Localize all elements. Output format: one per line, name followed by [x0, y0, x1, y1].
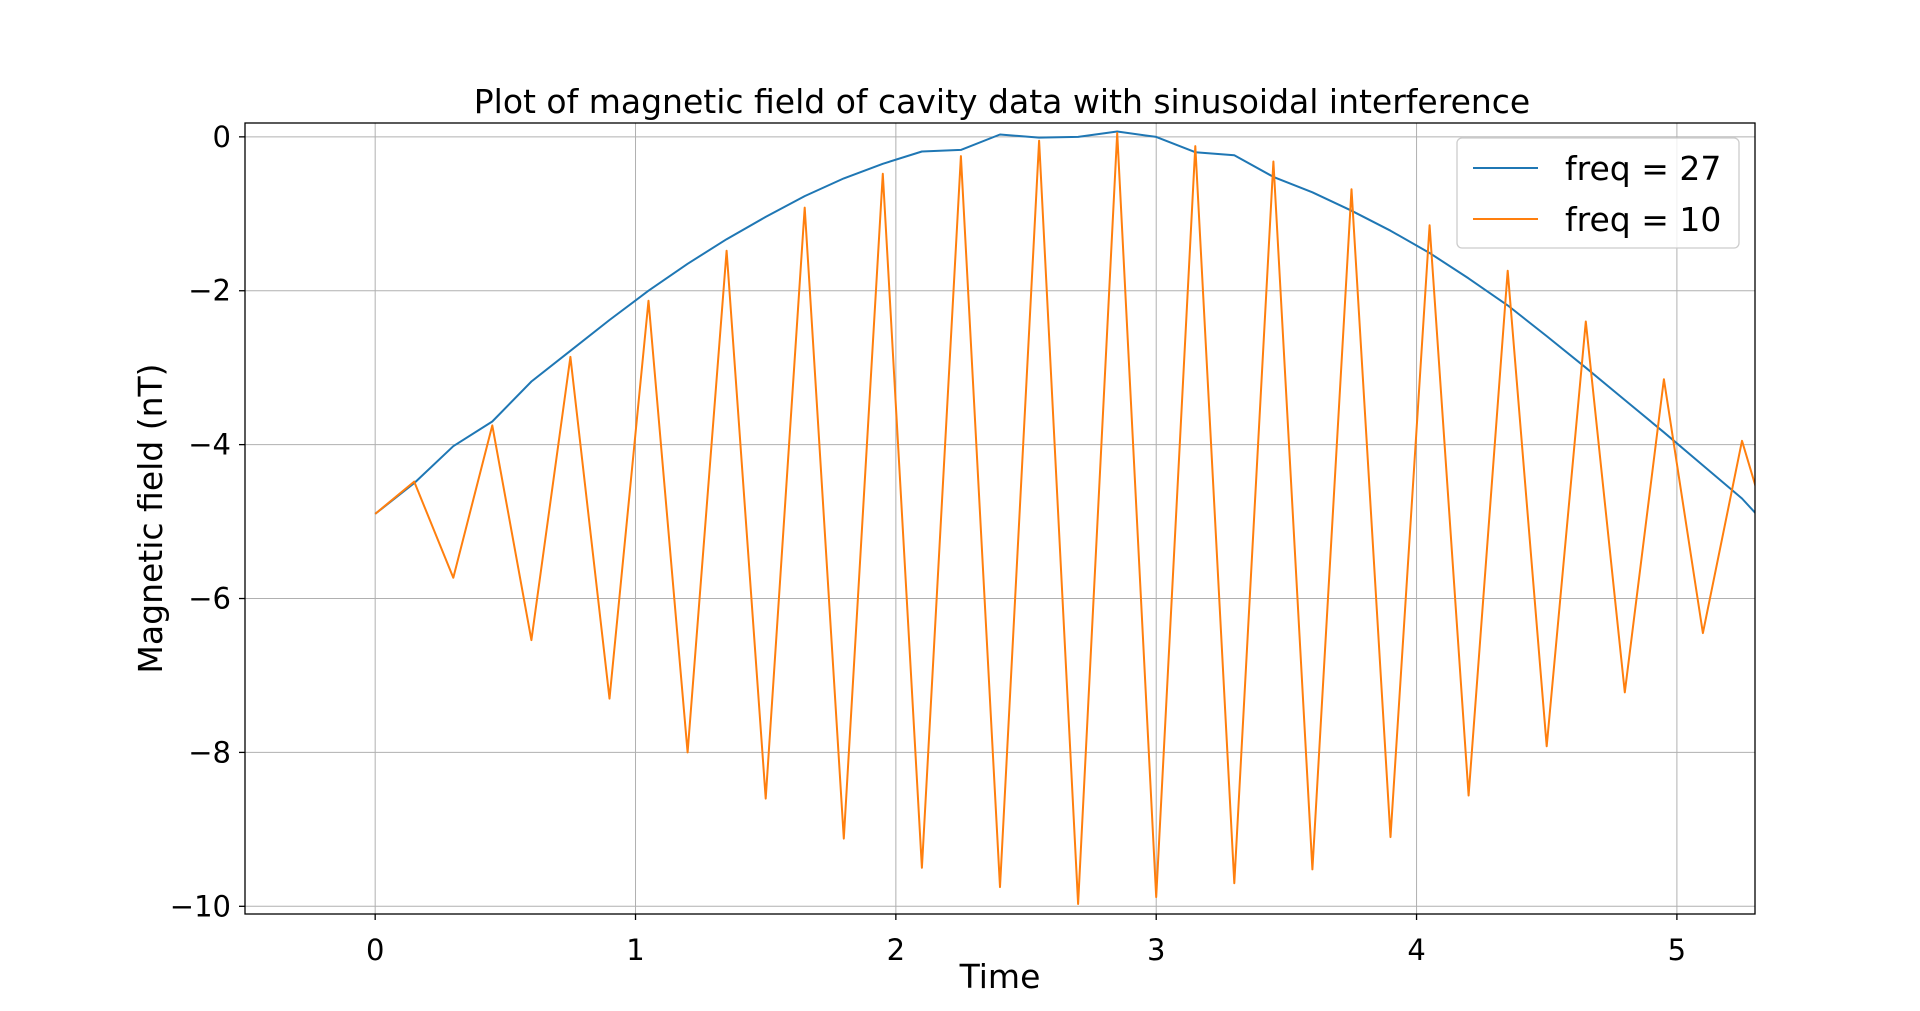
legend: freq = 27 freq = 10 [1456, 137, 1740, 249]
y-tick-label: −4 [188, 428, 231, 462]
y-tick-label: −2 [188, 274, 231, 308]
series-line-freq-10 [374, 132, 1755, 905]
grid [245, 123, 1755, 914]
y-tick-label: −6 [188, 582, 231, 616]
x-tick-label: 3 [1147, 933, 1165, 967]
legend-label-freq-27: freq = 27 [1565, 149, 1721, 188]
legend-label-freq-10: freq = 10 [1565, 200, 1721, 239]
y-axis-label: Magnetic field (nT) [131, 363, 170, 673]
y-tick-label: −8 [188, 735, 231, 769]
series-lines [374, 130, 1755, 905]
x-tick-label: 0 [366, 933, 384, 967]
x-tick-label: 2 [887, 933, 905, 967]
chart-title: Plot of magnetic field of cavity data wi… [474, 82, 1530, 121]
legend-box [1456, 137, 1740, 249]
x-tick-label: 1 [626, 933, 644, 967]
x-axis-ticks: 0 1 2 3 4 5 [366, 914, 1686, 967]
y-axis-ticks: 0 −2 −4 −6 −8 −10 [170, 120, 245, 923]
x-tick-label: 5 [1668, 933, 1686, 967]
y-tick-label: −10 [170, 889, 231, 923]
x-tick-label: 4 [1407, 933, 1425, 967]
series-line-freq-27 [374, 130, 1755, 515]
x-axis-label: Time [959, 957, 1041, 996]
plot-area-frame [244, 122, 1756, 915]
y-tick-label: 0 [213, 120, 231, 154]
